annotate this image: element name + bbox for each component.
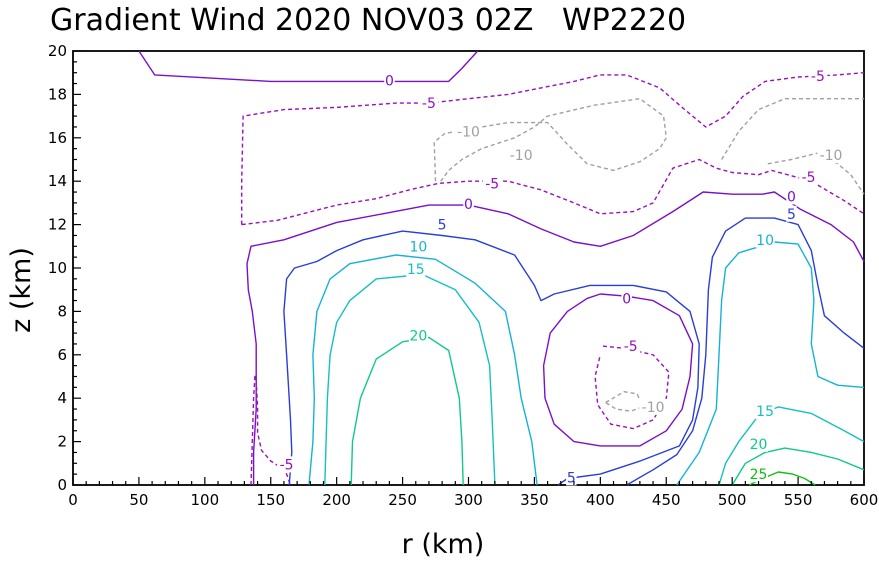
contour-label-bg bbox=[507, 147, 535, 164]
contour-label-bg bbox=[454, 123, 483, 140]
contour-line-level-15 bbox=[324, 273, 496, 486]
contour-label-bg bbox=[799, 168, 819, 185]
contour-label: 5 bbox=[438, 218, 447, 234]
contour-label-bg bbox=[639, 398, 667, 415]
contour-label-bg bbox=[277, 456, 297, 473]
contour-label: 0 bbox=[622, 291, 631, 307]
contour-label: 5 bbox=[567, 470, 576, 486]
x-tick-label: 150 bbox=[256, 491, 285, 509]
contour-label: 0 bbox=[385, 73, 394, 89]
x-tick-label: 100 bbox=[191, 491, 220, 509]
contour-label: 20 bbox=[750, 437, 768, 453]
y-tick-label: 10 bbox=[48, 259, 67, 277]
contour-label-bg bbox=[419, 95, 439, 112]
contour-label-bg bbox=[755, 403, 775, 420]
x-tick-label: 50 bbox=[129, 491, 148, 509]
x-axis-ticks: 0 50 100 150 200 250 300 350 400 450 500 550 600 bbox=[68, 477, 878, 509]
plot-frame bbox=[72, 50, 865, 486]
x-tick-label: 450 bbox=[652, 491, 681, 509]
contour-label: -5 bbox=[280, 457, 294, 473]
contour-label: -5 bbox=[485, 176, 499, 192]
contour-label-bg bbox=[621, 290, 632, 307]
contour-line-level-20 bbox=[731, 447, 865, 486]
contour-line-level-neg5 bbox=[594, 345, 670, 430]
y-tick-label: 12 bbox=[48, 216, 67, 234]
y-tick-label: 16 bbox=[48, 129, 67, 147]
contour-label-bg bbox=[384, 72, 395, 89]
contour-label-bg bbox=[463, 196, 474, 212]
x-tick-label: 250 bbox=[388, 491, 417, 509]
contour-label: -5 bbox=[624, 339, 638, 355]
contour-line-level-neg10 bbox=[605, 391, 644, 412]
x-tick-label: 600 bbox=[850, 491, 879, 509]
x-tick-label: 550 bbox=[784, 491, 813, 509]
contour-line-level-20 bbox=[350, 336, 464, 486]
contour-label-bg bbox=[817, 147, 845, 164]
contour-label: -10 bbox=[457, 124, 480, 140]
y-tick-label: 18 bbox=[48, 85, 67, 103]
contour-label: 10 bbox=[756, 233, 774, 249]
x-tick-label: 0 bbox=[68, 491, 78, 509]
contour-line-level-neg10 bbox=[767, 152, 865, 195]
contour-label-bg bbox=[808, 68, 828, 84]
contour-label-bg bbox=[436, 216, 448, 233]
contour-line-level-neg5 bbox=[241, 158, 865, 226]
contour-line-level-neg10 bbox=[433, 98, 667, 182]
contour-label: -5 bbox=[811, 69, 825, 85]
x-tick-label: 200 bbox=[322, 491, 351, 509]
contour-label: -10 bbox=[820, 148, 843, 164]
contour-line-level-neg10 bbox=[721, 98, 864, 160]
contour-label-bg bbox=[749, 435, 768, 452]
chart-title: Gradient Wind 2020 NOV03 02Z WP2220 bbox=[50, 3, 686, 38]
x-axis-label: r (km) bbox=[402, 529, 485, 560]
contour-label: 0 bbox=[787, 189, 796, 205]
contour-label-bg bbox=[749, 466, 768, 483]
y-tick-label: 4 bbox=[57, 389, 67, 407]
contour-label-bg bbox=[621, 338, 641, 355]
contour-label-bg bbox=[408, 327, 428, 344]
x-tick-label: 500 bbox=[718, 491, 747, 509]
y-tick-label: 6 bbox=[57, 346, 67, 364]
contour-label: 25 bbox=[750, 467, 768, 483]
contour-line-level-0 bbox=[138, 50, 479, 83]
contour-label-bg bbox=[755, 231, 775, 248]
contour-label: -5 bbox=[802, 170, 816, 186]
x-tick-label: 400 bbox=[586, 491, 615, 509]
contour-line-level-10 bbox=[308, 254, 538, 486]
x-tick-label: 300 bbox=[454, 491, 483, 509]
x-tick-label: 350 bbox=[520, 491, 549, 509]
contour-label: -10 bbox=[642, 400, 665, 416]
y-axis-ticks: 0 2 4 6 8 10 12 14 16 18 20 bbox=[48, 42, 81, 494]
contour-line-level-5 bbox=[626, 217, 865, 486]
contour-label-bg bbox=[786, 205, 797, 222]
y-tick-label: 20 bbox=[48, 42, 67, 60]
contour-label: -10 bbox=[510, 148, 533, 164]
contour-label: 5 bbox=[787, 207, 796, 223]
contour-label-bg bbox=[408, 238, 428, 255]
contour-line-level-0 bbox=[542, 293, 694, 447]
contour-label-bg bbox=[482, 175, 502, 192]
contour-label: 10 bbox=[409, 239, 427, 255]
contour-label: 15 bbox=[756, 404, 774, 420]
y-tick-label: 2 bbox=[57, 433, 67, 451]
y-tick-label: 0 bbox=[57, 476, 67, 494]
contour-label: 15 bbox=[407, 262, 425, 278]
y-axis-label: z (km) bbox=[6, 247, 37, 333]
contour-label-bg bbox=[786, 188, 797, 205]
contour-label-bg bbox=[406, 261, 426, 278]
contour-label: 20 bbox=[409, 328, 427, 344]
contour-line-level-5 bbox=[283, 230, 700, 486]
contour-label-bg bbox=[566, 469, 577, 486]
contour-label: 0 bbox=[464, 197, 473, 213]
y-tick-label: 8 bbox=[57, 302, 67, 320]
y-tick-label: 14 bbox=[48, 172, 67, 190]
contour-line-level-0 bbox=[246, 191, 865, 485]
contour-label: -5 bbox=[422, 96, 436, 112]
contour-line-level-neg5 bbox=[241, 72, 865, 225]
